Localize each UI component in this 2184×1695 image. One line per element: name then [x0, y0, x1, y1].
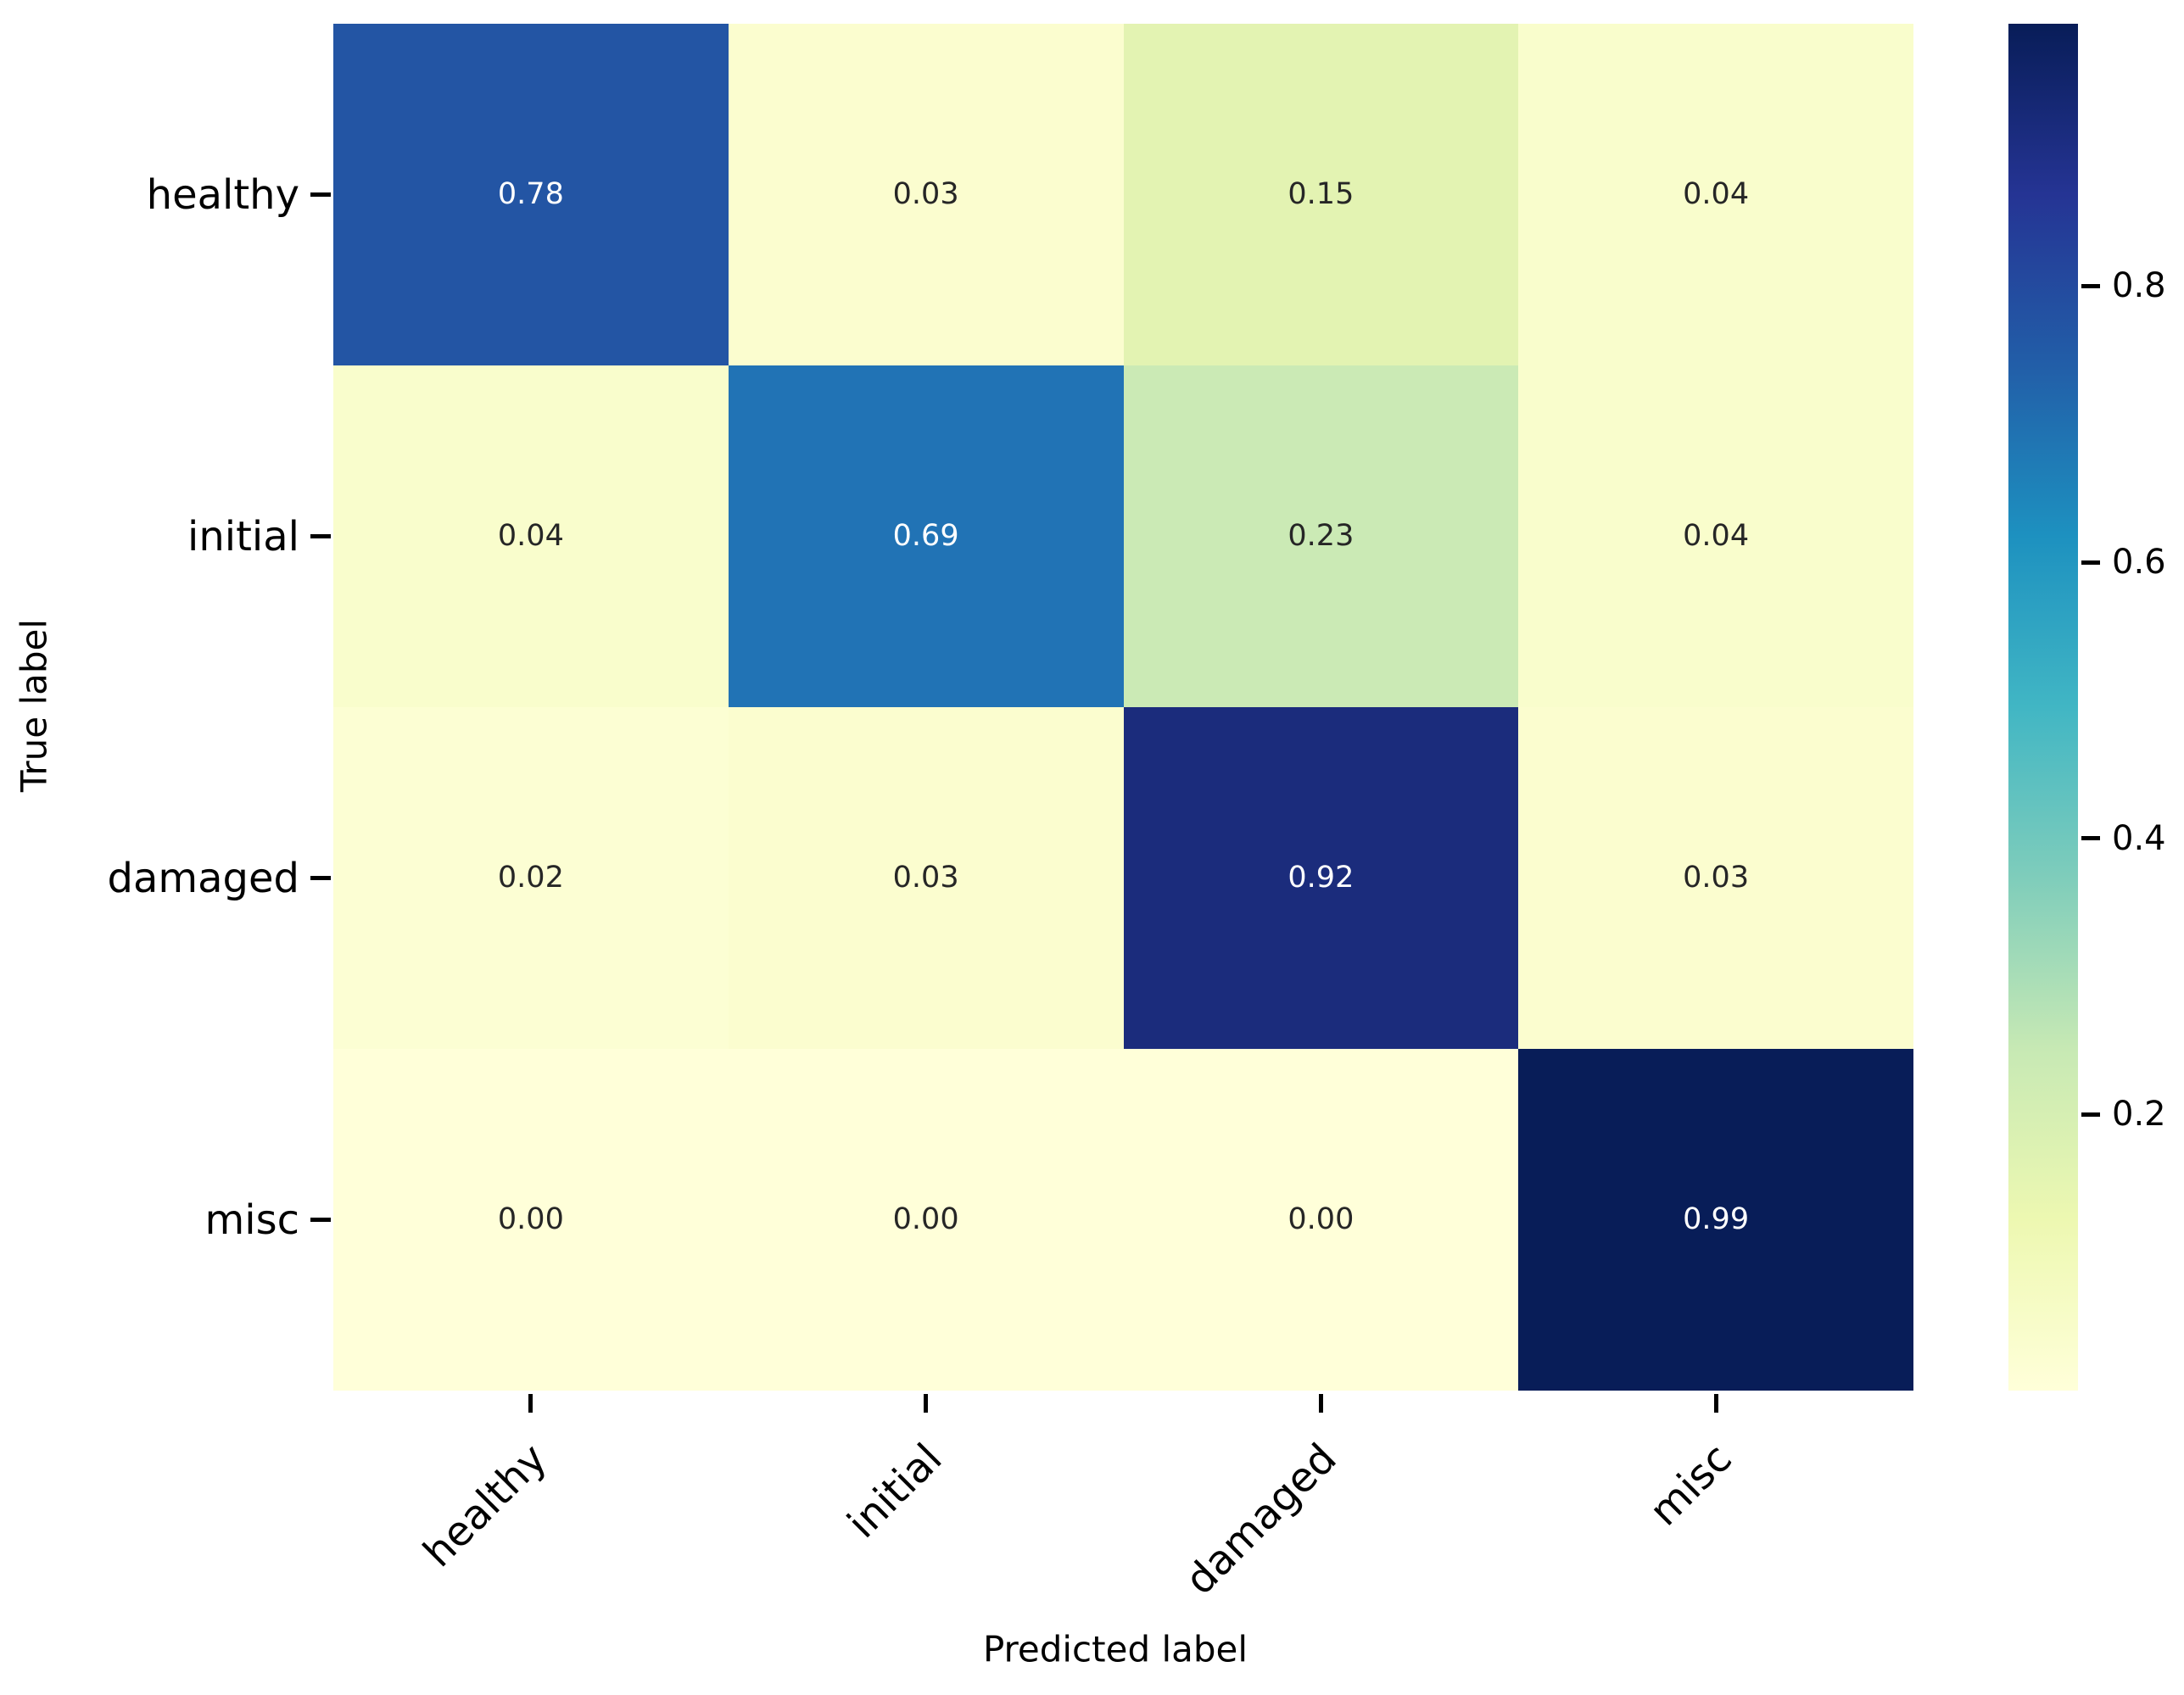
colorbar-tick-label-0.8: 0.8: [2112, 266, 2166, 306]
cell-value: 0.78: [497, 177, 564, 211]
cell-value: 0.15: [1287, 177, 1355, 211]
cell-value: 0.00: [892, 1202, 959, 1236]
y-tick-label-healthy: healthy: [146, 170, 299, 219]
heatmap-grid: 0.78 0.03 0.15 0.04 0.04 0.69 0.23 0.04 0.02 0.03…: [333, 24, 1913, 1391]
cell-value: 0.03: [892, 177, 959, 211]
cell-value: 0.69: [892, 519, 959, 553]
cell-damaged-damaged: 0.92: [1123, 707, 1519, 1049]
cell-healthy-misc: 0.04: [1518, 24, 1913, 365]
cell-misc-damaged: 0.00: [1123, 1049, 1519, 1391]
colorbar-tick-mark: [2081, 560, 2100, 565]
colorbar-tick-label-0.6: 0.6: [2112, 543, 2166, 583]
x-tick-mark: [528, 1394, 533, 1413]
x-tick-mark: [924, 1394, 929, 1413]
cell-damaged-healthy: 0.02: [333, 707, 729, 1049]
x-tick-label-damaged: damaged: [1176, 1435, 1346, 1604]
cell-healthy-initial: 0.03: [728, 24, 1124, 365]
cell-healthy-damaged: 0.15: [1123, 24, 1519, 365]
cell-initial-healthy: 0.04: [333, 365, 729, 707]
colorbar-tick-label-0.4: 0.4: [2112, 818, 2166, 858]
colorbar-tick-mark: [2081, 283, 2100, 288]
cell-damaged-misc: 0.03: [1518, 707, 1913, 1049]
cell-initial-damaged: 0.23: [1123, 365, 1519, 707]
colorbar-tick-mark: [2081, 1112, 2100, 1117]
cell-damaged-initial: 0.03: [728, 707, 1124, 1049]
cell-value: 0.92: [1287, 861, 1355, 895]
cell-value: 0.00: [497, 1202, 564, 1236]
x-tick-label-initial: initial: [838, 1435, 952, 1547]
cell-initial-misc: 0.04: [1518, 365, 1913, 707]
cell-misc-healthy: 0.00: [333, 1049, 729, 1391]
cell-misc-misc: 0.99: [1518, 1049, 1913, 1391]
x-tick-mark: [1713, 1394, 1718, 1413]
cell-value: 0.04: [1683, 519, 1750, 553]
cell-value: 0.04: [497, 519, 564, 553]
x-tick-mark: [1318, 1394, 1323, 1413]
x-axis-title: Predicted label: [982, 1628, 1248, 1670]
x-tick-label-misc: misc: [1640, 1435, 1741, 1536]
y-tick-mark: [310, 1218, 331, 1222]
cell-value: 0.23: [1287, 519, 1355, 553]
y-axis-title: True label: [13, 618, 55, 793]
cell-value: 0.02: [497, 861, 564, 895]
y-tick-mark: [310, 876, 331, 880]
colorbar-tick-mark: [2081, 836, 2100, 841]
cell-value: 0.99: [1683, 1202, 1750, 1236]
colorbar: [2008, 24, 2078, 1391]
cell-value: 0.03: [892, 861, 959, 895]
cell-value: 0.04: [1683, 177, 1750, 211]
cell-value: 0.03: [1683, 861, 1750, 895]
y-tick-label-misc: misc: [204, 1196, 300, 1244]
x-tick-label-healthy: healthy: [414, 1435, 556, 1577]
y-tick-mark: [310, 192, 331, 197]
cell-healthy-healthy: 0.78: [333, 24, 729, 365]
y-tick-label-initial: initial: [187, 512, 299, 560]
y-tick-mark: [310, 534, 331, 538]
y-tick-label-damaged: damaged: [107, 854, 299, 902]
cell-misc-initial: 0.00: [728, 1049, 1124, 1391]
colorbar-tick-label-0.2: 0.2: [2112, 1095, 2166, 1135]
cell-value: 0.00: [1287, 1202, 1355, 1236]
cell-initial-initial: 0.69: [728, 365, 1124, 707]
